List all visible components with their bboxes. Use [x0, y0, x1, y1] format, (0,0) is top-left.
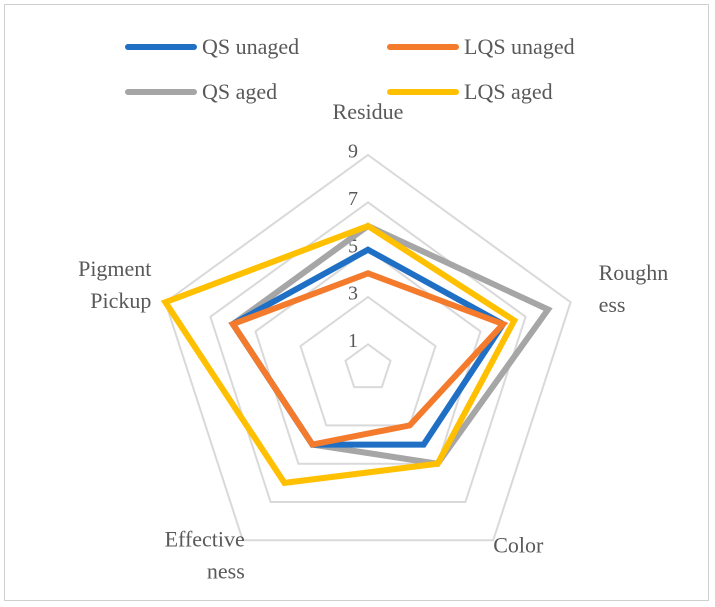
tick-label-5: 5	[348, 235, 358, 257]
tick-label-9: 9	[348, 141, 358, 163]
tick-label-3: 3	[348, 283, 358, 305]
axis-label-effectiveness: Effective ness	[165, 526, 245, 583]
legend-item-qs-unaged: QS unaged	[125, 34, 299, 59]
legend-item-lqs-unaged: LQS unaged	[387, 34, 575, 59]
legend-item-qs-aged: QS aged	[125, 79, 277, 104]
legend-item-lqs-aged: LQS aged	[387, 79, 553, 104]
tick-label-7: 7	[348, 188, 358, 210]
axis-label-roughness: Roughn ess	[599, 260, 669, 317]
tick-label-1: 1	[348, 330, 358, 352]
grid-ring-7	[209, 201, 527, 503]
legend-label-qs-unaged: QS unaged	[202, 34, 299, 59]
legend-label-lqs-unaged: LQS unaged	[464, 34, 575, 59]
grid-ring-1	[344, 343, 392, 389]
axis-label-color: Color	[493, 532, 544, 557]
series-qs-unaged	[228, 246, 508, 448]
series-qs-aged	[228, 222, 553, 467]
series-lqs-aged	[160, 222, 519, 487]
grid-ring-5	[254, 248, 482, 465]
series-lines	[160, 222, 553, 487]
axis-labels: Residue Roughn ess Color Effective ness Pigmen…	[78, 99, 668, 583]
axis-label-residue: Residue	[333, 99, 404, 124]
series-lqs-unaged	[228, 270, 509, 448]
grid	[164, 153, 572, 542]
legend: QS unaged LQS unaged QS aged LQS aged	[125, 34, 575, 104]
grid-ring-3	[299, 295, 437, 427]
legend-label-lqs-aged: LQS aged	[464, 79, 553, 104]
legend-label-qs-aged: QS aged	[202, 79, 277, 104]
axis-label-pigment-pickup: Pigment Pickup	[78, 256, 151, 313]
radial-tick-labels: 1 3 5 7 9	[348, 141, 358, 352]
grid-ring-9	[164, 153, 572, 542]
